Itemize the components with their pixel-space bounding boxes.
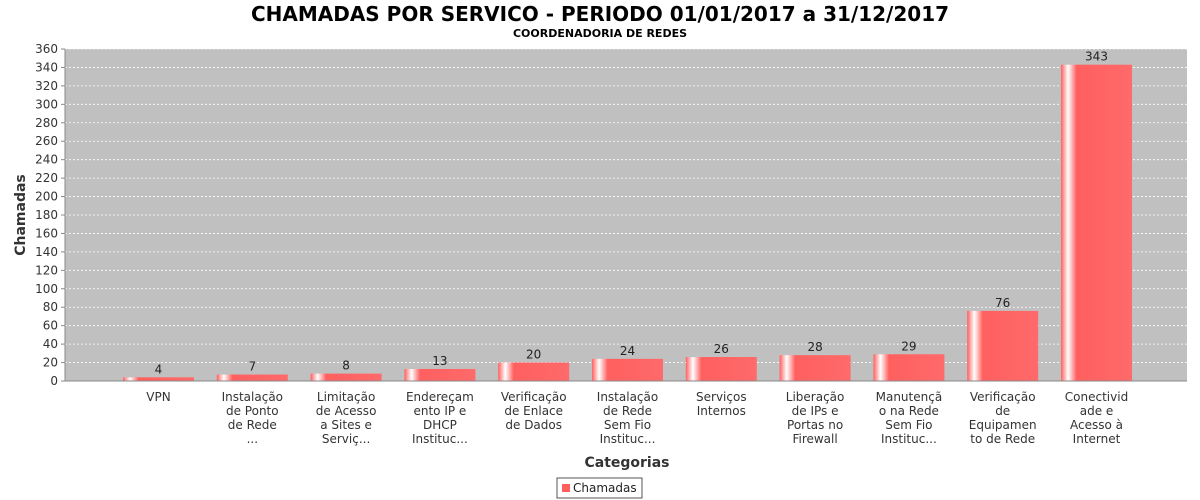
y-tick-label: 300: [35, 97, 58, 111]
x-tick-label: Manutençã: [876, 390, 943, 404]
x-tick-label: ade e: [1080, 404, 1114, 418]
data-label: 76: [995, 296, 1010, 310]
chart-title: CHAMADAS POR SERVICO - PERIODO 01/01/201…: [251, 2, 949, 26]
x-tick-label: de Enlace: [504, 404, 563, 418]
x-axis-title: Categorias: [584, 455, 669, 471]
data-label: 28: [807, 340, 822, 354]
bar: [592, 358, 663, 381]
y-tick-label: 20: [43, 356, 58, 370]
x-tick-label: Instituc...: [600, 432, 656, 446]
x-tick-label: ...: [247, 432, 258, 446]
x-tick-label: de Ponto: [226, 404, 279, 418]
x-tick-label: Sem Fio: [885, 418, 932, 432]
bar: [873, 354, 945, 381]
bar: [1061, 64, 1132, 381]
x-tick-label: Sem Fio: [604, 418, 651, 432]
y-tick-label: 60: [43, 319, 58, 333]
x-tick-label: Internet: [1073, 432, 1121, 446]
data-label: 29: [901, 339, 916, 353]
bars: [123, 64, 1132, 381]
bar: [216, 374, 288, 381]
legend: Chamadas: [556, 477, 643, 499]
x-tick-label: de IPs e: [792, 404, 839, 418]
chart-subtitle: COORDENADORIA DE REDES: [513, 27, 687, 40]
y-axis-title: Chamadas: [13, 174, 29, 256]
data-label: 13: [432, 354, 447, 368]
x-tick-label: de Dados: [505, 418, 562, 432]
x-tick-label: Instituc...: [412, 432, 468, 446]
y-tick-label: 140: [35, 245, 58, 259]
x-tick-label: Liberação: [786, 390, 845, 404]
y-tick-label: 260: [35, 134, 58, 148]
x-tick-label: o na Rede: [879, 404, 939, 418]
y-tick-label: 360: [35, 42, 58, 56]
x-tick-label: DHCP: [423, 418, 457, 432]
bar: [685, 357, 757, 381]
x-tick-label: de Rede: [228, 418, 277, 432]
data-label: 7: [248, 360, 256, 374]
x-tick-label: Endereçam: [406, 390, 474, 404]
y-tick-label: 280: [35, 116, 58, 130]
data-label: 26: [714, 342, 729, 356]
bar: [498, 362, 570, 381]
x-tick-label: Instalação: [597, 390, 658, 404]
x-tick-label: Limitação: [317, 390, 375, 404]
x-tick-label: Instituc...: [881, 432, 937, 446]
y-tick-label: 0: [50, 374, 58, 388]
x-tick-label: to de Rede: [970, 432, 1035, 446]
data-labels: 4 7 8 13 20 24 26 28 29 76 343: [155, 50, 1108, 377]
x-tick-label: Verificação: [970, 390, 1036, 404]
bar: [404, 369, 476, 381]
x-tick-label: de: [995, 404, 1010, 418]
x-tick-label: de Rede: [603, 404, 652, 418]
x-tick-label: Acesso à: [1070, 418, 1123, 432]
x-tick-label: Instalação: [222, 390, 283, 404]
bar: [779, 355, 851, 381]
y-tick-label: 160: [35, 226, 58, 240]
x-tick-label: Equipamen: [969, 418, 1037, 432]
legend-swatch: [562, 484, 570, 492]
data-label: 4: [155, 362, 163, 376]
y-axis-ticks: 0 20 40 60 80 100 120 140 160 180 200 220 240 260 280 3…: [35, 42, 65, 388]
y-tick-label: 80: [43, 300, 58, 314]
data-label: 343: [1085, 50, 1108, 64]
y-tick-label: 240: [35, 153, 58, 167]
x-tick-label: Conectivid: [1065, 390, 1128, 404]
y-tick-label: 200: [35, 190, 58, 204]
y-tick-label: 180: [35, 208, 58, 222]
y-tick-label: 220: [35, 171, 58, 185]
data-label: 8: [342, 359, 350, 373]
bar: [310, 373, 382, 381]
x-tick-label: VPN: [146, 390, 170, 404]
x-tick-label: a Sites e: [320, 418, 372, 432]
data-label: 24: [620, 344, 635, 358]
bar: [123, 377, 194, 381]
x-tick-label: Verificação: [501, 390, 567, 404]
data-label: 20: [526, 348, 541, 362]
x-tick-label: ento IP e: [413, 404, 466, 418]
legend-box: [556, 477, 643, 499]
x-tick-label: Serviços: [696, 390, 747, 404]
y-tick-label: 320: [35, 79, 58, 93]
y-tick-label: 100: [35, 282, 58, 296]
legend-label: Chamadas: [573, 481, 637, 495]
x-tick-label: Serviç...: [322, 432, 370, 446]
bar: [967, 310, 1039, 381]
y-tick-label: 120: [35, 263, 58, 277]
x-tick-label: de Acesso: [316, 404, 377, 418]
y-tick-label: 40: [43, 337, 58, 351]
x-tick-label: Portas no: [787, 418, 843, 432]
y-tick-label: 340: [35, 60, 58, 74]
x-tick-label: Firewall: [792, 432, 837, 446]
x-tick-label: Internos: [697, 404, 746, 418]
